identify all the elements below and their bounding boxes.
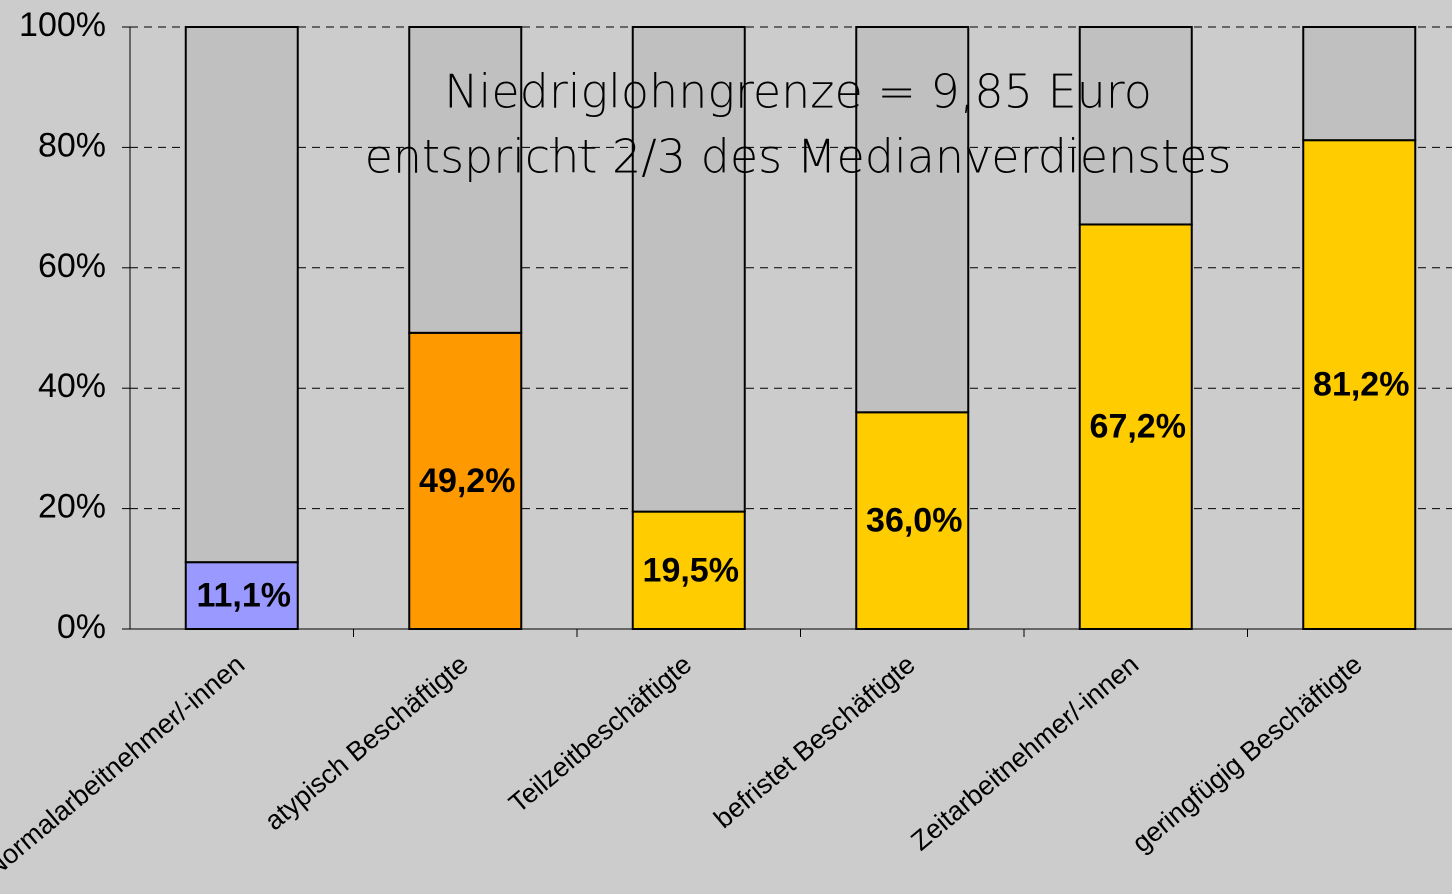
value-label: 49,2% (419, 462, 515, 500)
annotation: Niedriglohngrenze = 9,85 Euro (444, 65, 1152, 119)
bar-segment (408, 331, 523, 630)
bar-segment (631, 26, 746, 513)
bar-segment (1302, 139, 1417, 630)
annotation: entspricht 2/3 des Medianverdienstes (365, 130, 1232, 184)
bar-segment (855, 26, 970, 414)
grid (122, 26, 1452, 637)
bar-segment (1302, 26, 1417, 142)
y-tick-label: 80% (38, 126, 106, 164)
bars (184, 26, 1417, 630)
y-tick-label: 60% (38, 247, 106, 285)
value-label: 19,5% (643, 551, 739, 589)
value-label: 36,0% (866, 502, 962, 540)
value-label: 11,1% (196, 577, 291, 615)
y-tick-label: 0% (57, 608, 106, 646)
y-tick-label: 40% (38, 367, 106, 405)
value-label: 81,2% (1313, 366, 1409, 404)
y-tick-label: 20% (38, 488, 106, 526)
value-label: 67,2% (1090, 408, 1186, 446)
bar-segment (184, 26, 299, 564)
y-tick-label: 100% (19, 6, 106, 44)
bar-segment (408, 26, 523, 334)
bar-segment (1078, 26, 1193, 226)
bar-segment (855, 411, 970, 630)
